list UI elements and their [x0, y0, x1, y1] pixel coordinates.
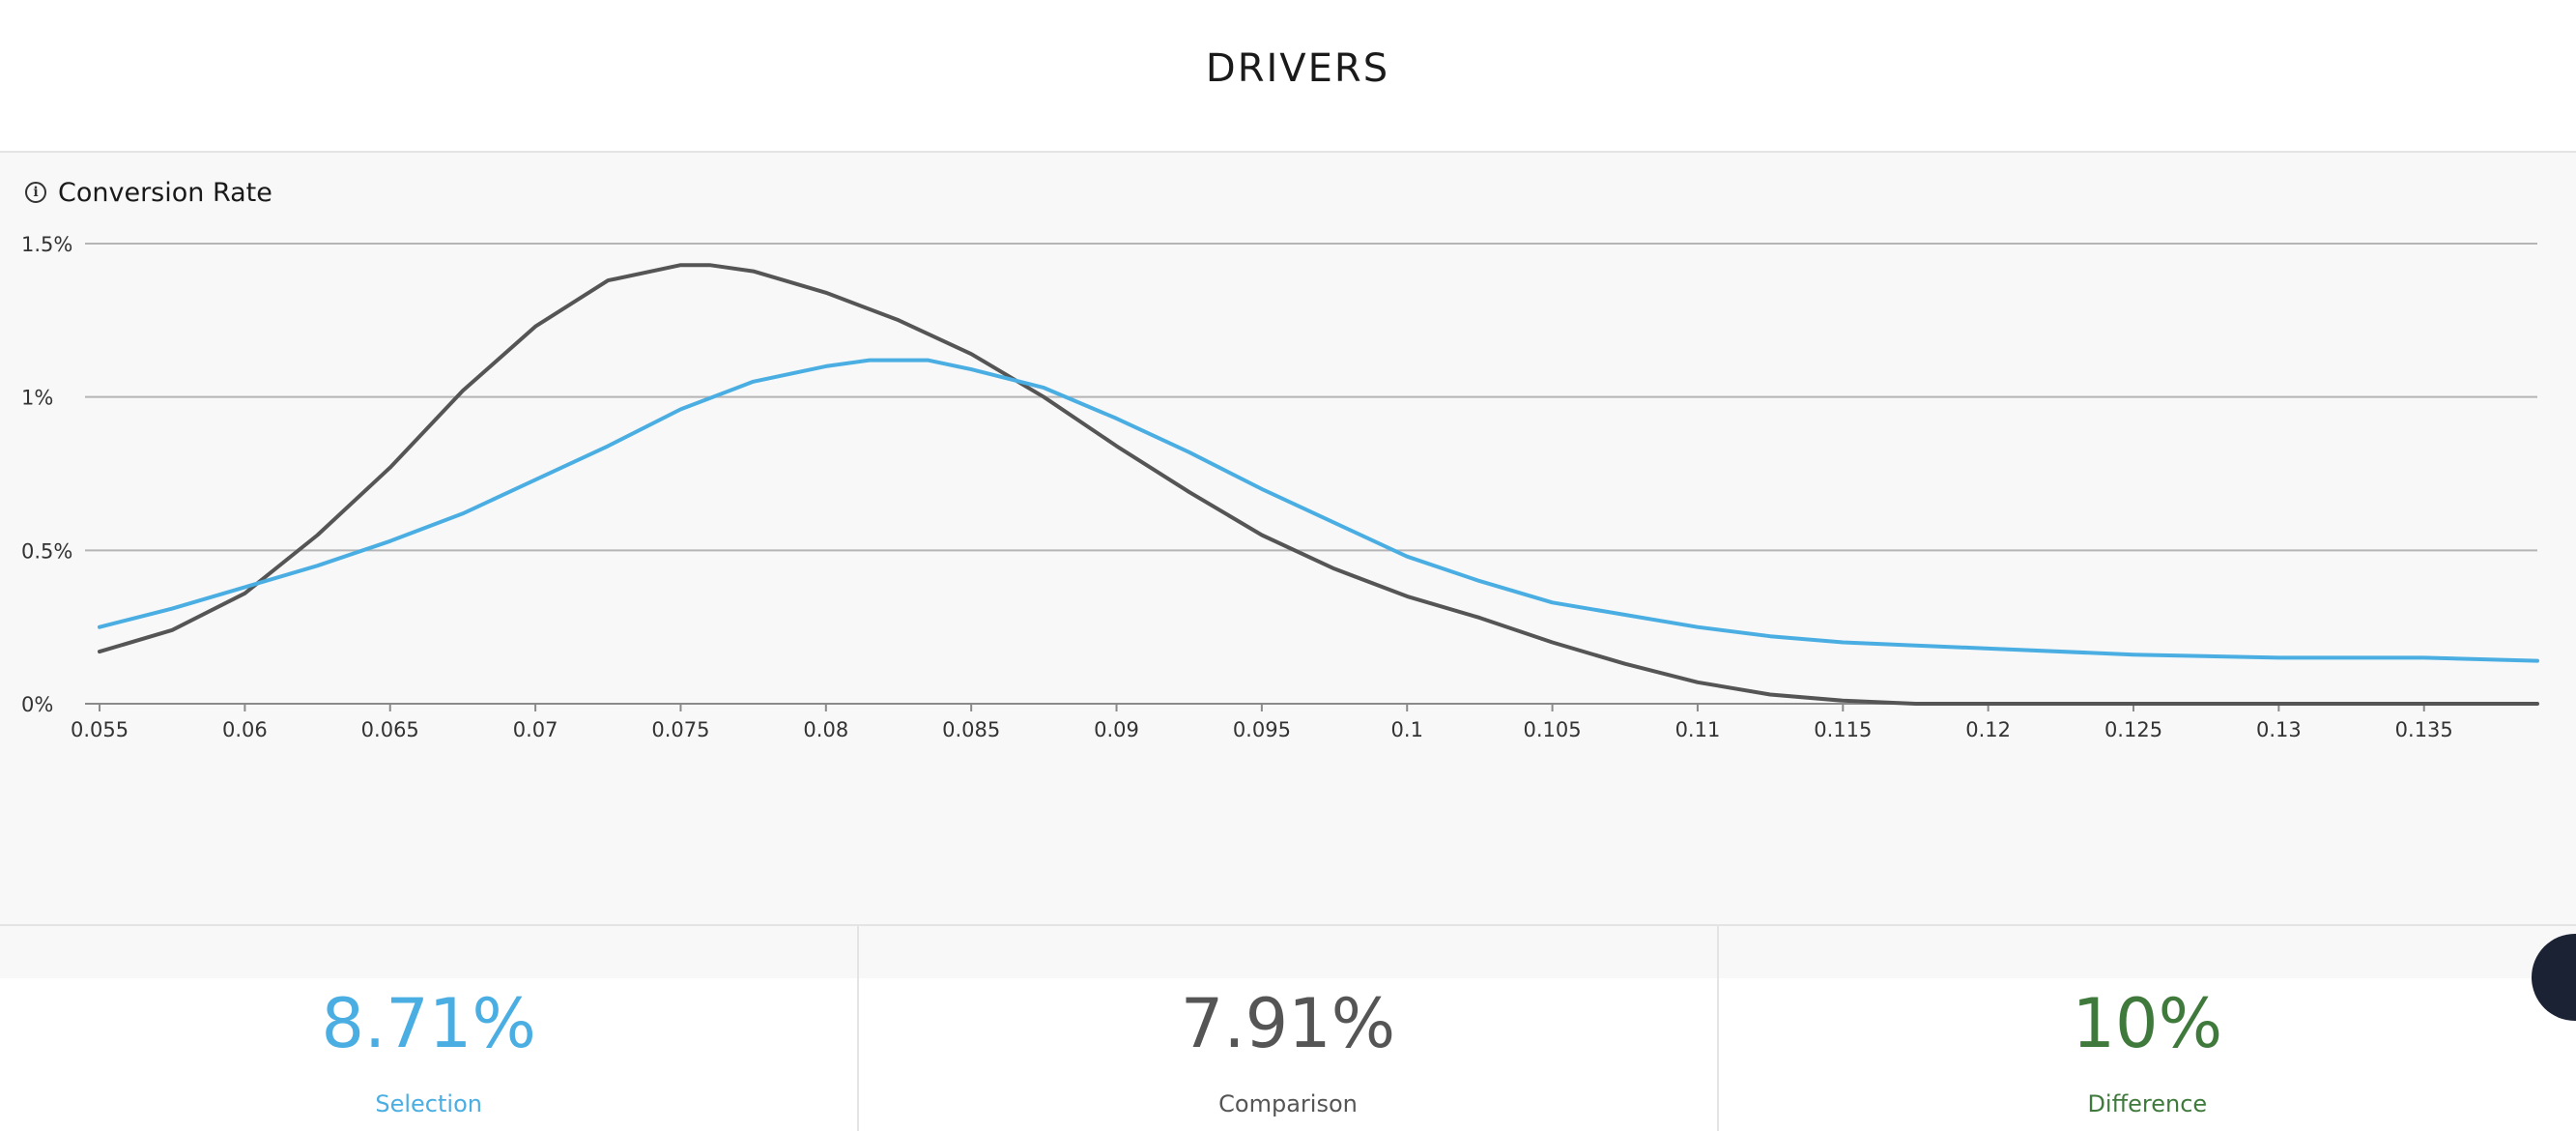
x-tick-label: 0.09 — [1094, 718, 1139, 741]
x-tick-label: 0.125 — [2104, 718, 2162, 741]
x-tick-label: 0.085 — [942, 718, 1000, 741]
info-circle-icon[interactable]: i — [25, 182, 46, 203]
x-tick-label: 0.095 — [1233, 718, 1291, 741]
stat-label: Comparison — [1218, 1090, 1358, 1117]
x-tick-label: 0.075 — [651, 718, 709, 741]
x-tick-label: 0.13 — [2256, 718, 2302, 741]
stat-difference: 10% Difference — [1719, 926, 2576, 1131]
x-tick-label: 0.12 — [1965, 718, 2011, 741]
y-tick-label: 1.5% — [21, 233, 72, 256]
series-line-0 — [98, 263, 2539, 706]
stat-label: Selection — [375, 1090, 482, 1117]
stat-comparison: 7.91% Comparison — [859, 926, 1719, 1131]
chart-panel: 0% 0.5% 1% 1.5% 0.055 0.06 0.065 0.07 0.075 0.08 0… — [0, 153, 2576, 1131]
y-tick-label: 0% — [21, 693, 53, 716]
page-title: DRIVERS — [1205, 46, 1390, 91]
x-tick-label: 0.07 — [513, 718, 558, 741]
stat-label: Difference — [2087, 1090, 2208, 1117]
stats-row: 8.71% Selection 7.91% Comparison 10% Dif… — [0, 924, 2576, 1131]
x-tick-label: 0.055 — [71, 718, 129, 741]
x-tick-label: 0.105 — [1524, 718, 1582, 741]
x-tick-label: 0.115 — [1814, 718, 1872, 741]
panel-title: i Conversion Rate — [25, 176, 272, 209]
y-tick-label: 1% — [21, 387, 53, 410]
panel-title-label: Conversion Rate — [58, 177, 272, 208]
x-tick-label: 0.08 — [803, 718, 848, 741]
header: DRIVERS — [0, 0, 2576, 153]
x-tick-label: 0.06 — [222, 718, 268, 741]
x-tick-label: 0.1 — [1391, 718, 1423, 741]
series-line-1 — [98, 358, 2539, 663]
stat-value: 8.71% — [321, 984, 536, 1063]
stat-selection: 8.71% Selection — [0, 926, 860, 1131]
x-tick-label: 0.11 — [1675, 718, 1721, 741]
stat-value: 7.91% — [1180, 984, 1396, 1063]
x-tick-label: 0.135 — [2395, 718, 2453, 741]
y-tick-label: 0.5% — [21, 539, 72, 563]
x-tick-label: 0.065 — [361, 718, 419, 741]
stat-value: 10% — [2072, 984, 2223, 1063]
conversion-rate-chart: 0% 0.5% 1% 1.5% 0.055 0.06 0.065 0.07 0.075 0.08 0… — [21, 233, 2539, 741]
